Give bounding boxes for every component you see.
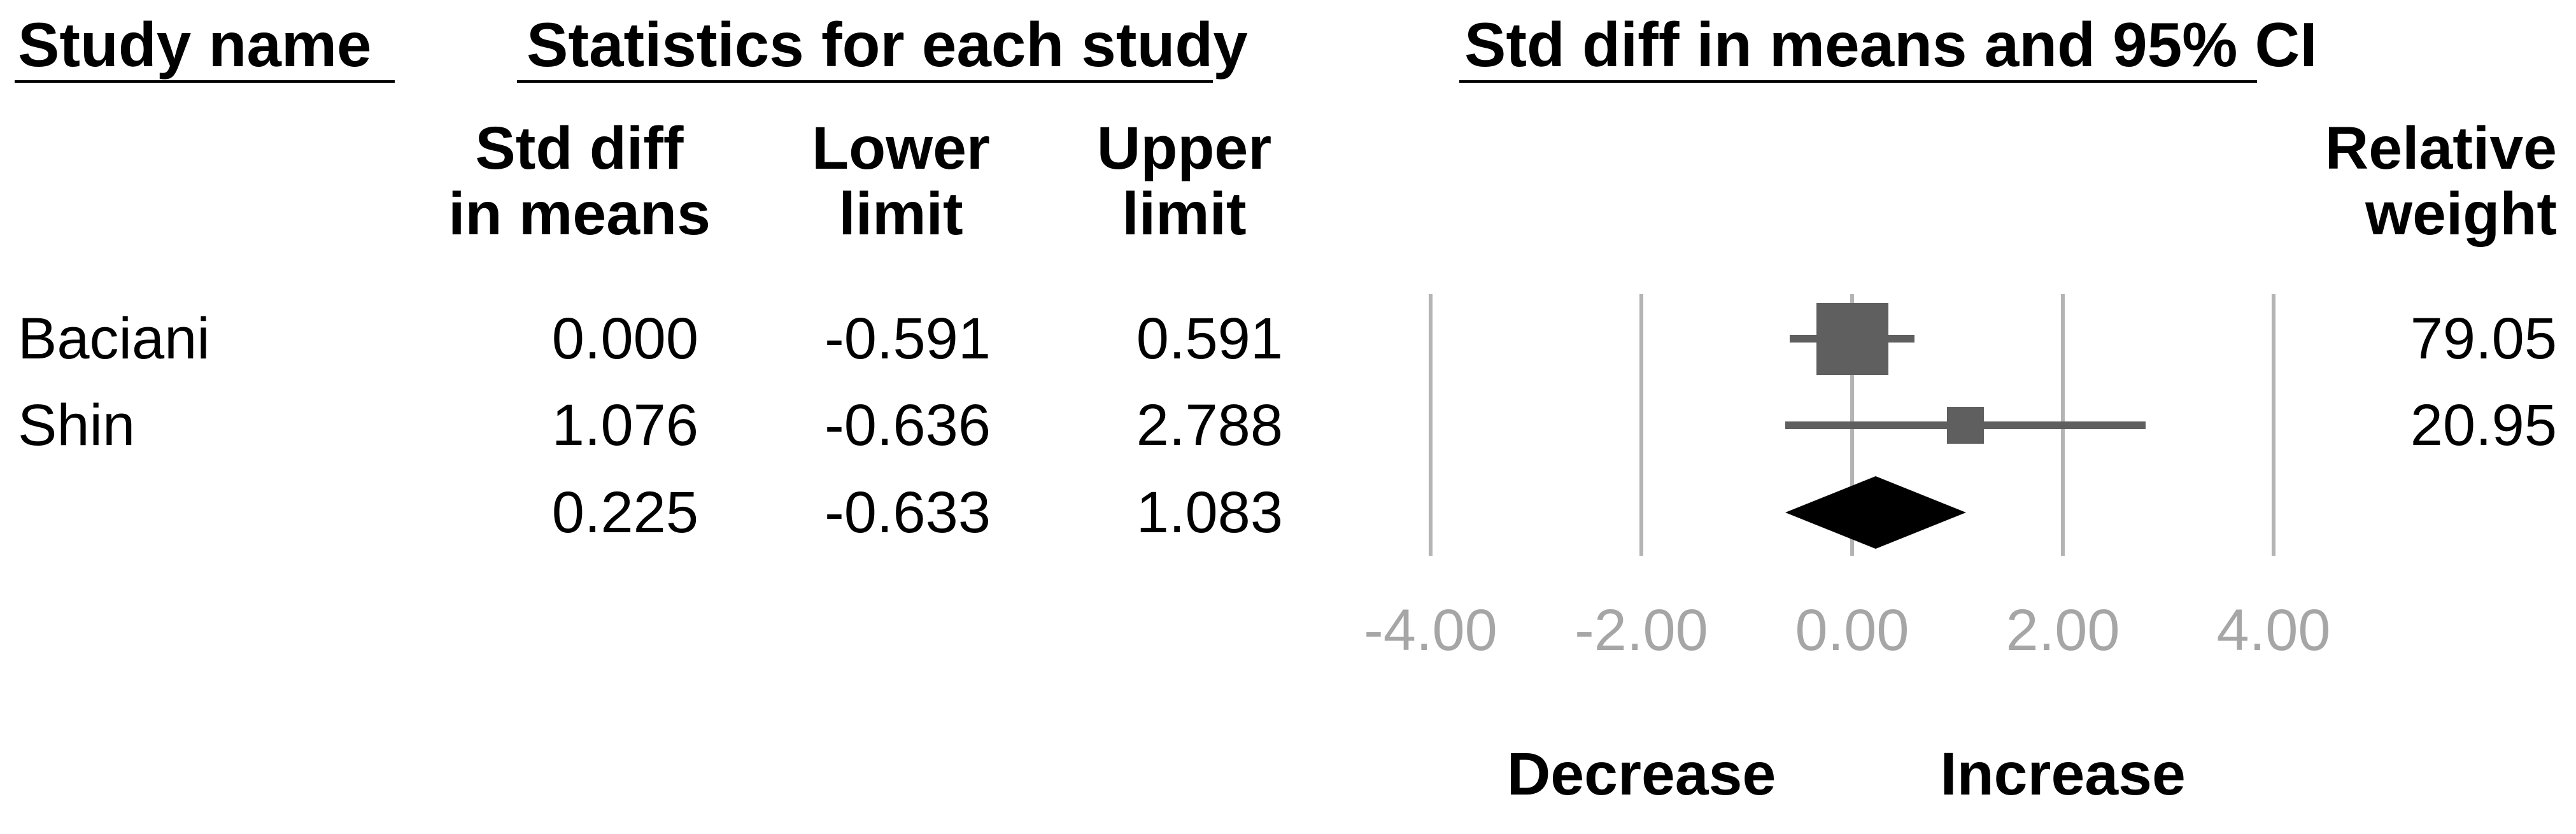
column-header-relative-weight: Relative weight [2111, 116, 2557, 247]
column-header-upper-line2: limit [1122, 180, 1247, 248]
column-header-weight-line1: Relative [2325, 115, 2557, 182]
axis-tick-label: 2.00 [2006, 598, 2120, 663]
upper-limit-value-shin: 2.788 [1136, 393, 1283, 458]
std-diff-value-shin: 1.076 [551, 393, 698, 458]
study-name-shin: Shin [18, 393, 136, 458]
axis-gridline [2272, 294, 2275, 556]
column-header-lower-line2: limit [839, 180, 963, 248]
std-diff-value-summary: 0.225 [551, 480, 698, 545]
relative-weight-value-shin: 20.95 [2410, 393, 2557, 458]
lower-limit-value-baciani: -0.591 [824, 306, 991, 371]
column-header-std-diff-line1: Std diff [475, 115, 684, 182]
plot-header: Std diff in means and 95% CI [1464, 10, 2318, 80]
summary-diamond [1785, 476, 1967, 549]
axis-tick-label: 4.00 [2216, 598, 2331, 663]
column-header-weight-line2: weight [2365, 180, 2557, 248]
statistics-underline [517, 80, 1213, 83]
column-header-upper-limit: Upper limit [1097, 116, 1271, 247]
upper-limit-value-baciani: 0.591 [1136, 306, 1283, 371]
effect-square-shin [1947, 407, 1985, 444]
study-name-baciani: Baciani [18, 306, 210, 371]
decrease-label: Decrease [1506, 740, 1776, 808]
axis-tick-label: -2.00 [1575, 598, 1708, 663]
upper-limit-value-summary: 1.083 [1136, 480, 1283, 545]
axis-gridline [1429, 294, 1433, 556]
column-header-lower-limit: Lower limit [812, 116, 990, 247]
column-header-std-diff-line2: in means [448, 180, 711, 248]
column-header-lower-line1: Lower [812, 115, 990, 182]
std-diff-value-baciani: 0.000 [551, 306, 698, 371]
plot-header-underline [1459, 80, 2257, 83]
study-name-underline [15, 80, 395, 83]
axis-gridline [1639, 294, 1643, 556]
column-header-upper-line1: Upper [1096, 115, 1272, 182]
effect-square-baciani [1816, 302, 1888, 375]
axis-tick-label: 0.00 [1795, 598, 1909, 663]
lower-limit-value-summary: -0.633 [824, 480, 991, 545]
study-name-header: Study name [18, 10, 372, 80]
relative-weight-value-baciani: 79.05 [2410, 306, 2557, 371]
column-header-std-diff: Std diff in means [448, 116, 711, 247]
lower-limit-value-shin: -0.636 [824, 393, 991, 458]
increase-label: Increase [1940, 740, 2186, 808]
statistics-header: Statistics for each study [527, 10, 1248, 80]
axis-tick-label: -4.00 [1364, 598, 1497, 663]
